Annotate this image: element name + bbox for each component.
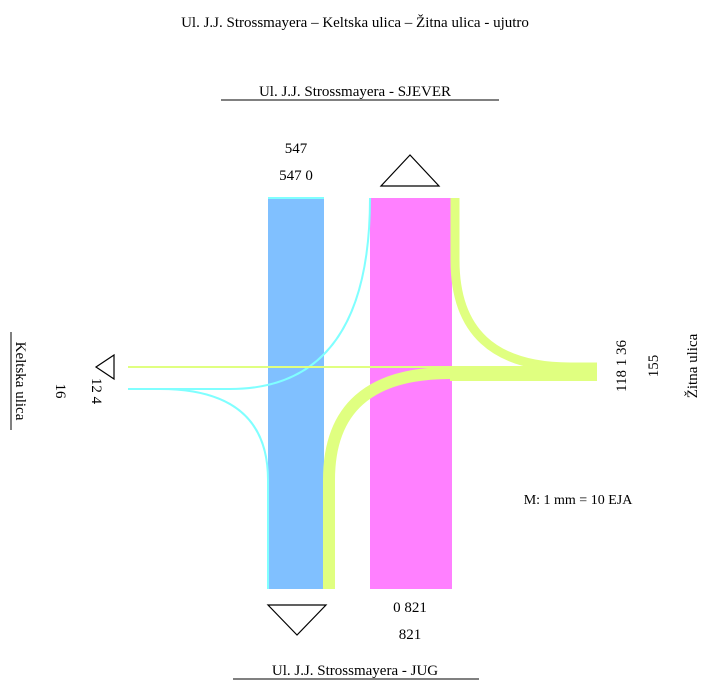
diagram-title: Ul. J.J. Strossmayera – Keltska ulica – … xyxy=(181,14,529,31)
south-total: 821 xyxy=(399,627,422,643)
east-to-north-flow xyxy=(450,198,597,372)
scale-note: M: 1 mm = 10 EJA xyxy=(524,493,634,508)
west-total: 16 xyxy=(52,384,68,400)
north-approach-label: Ul. J.J. Strossmayera - SJEVER xyxy=(259,84,451,100)
west-to-north-flow xyxy=(128,197,371,390)
east-approach-label: Žitna ulica xyxy=(684,333,701,398)
north-total: 547 xyxy=(285,141,308,157)
east-to-south-flow xyxy=(323,367,597,589)
north-inflow-band xyxy=(268,198,324,589)
east-total: 155 xyxy=(646,355,662,378)
south-approach-label: Ul. J.J. Strossmayera - JUG xyxy=(272,663,438,679)
north-exit-arrow-icon xyxy=(379,154,441,187)
north-split: 547 0 xyxy=(279,168,313,184)
west-split: 12 4 xyxy=(88,378,104,405)
west-approach-label: Keltska ulica xyxy=(12,342,28,421)
south-split: 0 821 xyxy=(393,600,427,616)
south-exit-arrow-icon xyxy=(266,604,328,636)
west-exit-arrow-icon xyxy=(94,353,115,381)
west-to-south-flow xyxy=(128,388,269,589)
east-inflow-band xyxy=(450,366,597,381)
south-inflow-band xyxy=(370,198,452,589)
east-split: 118 1 36 xyxy=(614,340,630,392)
